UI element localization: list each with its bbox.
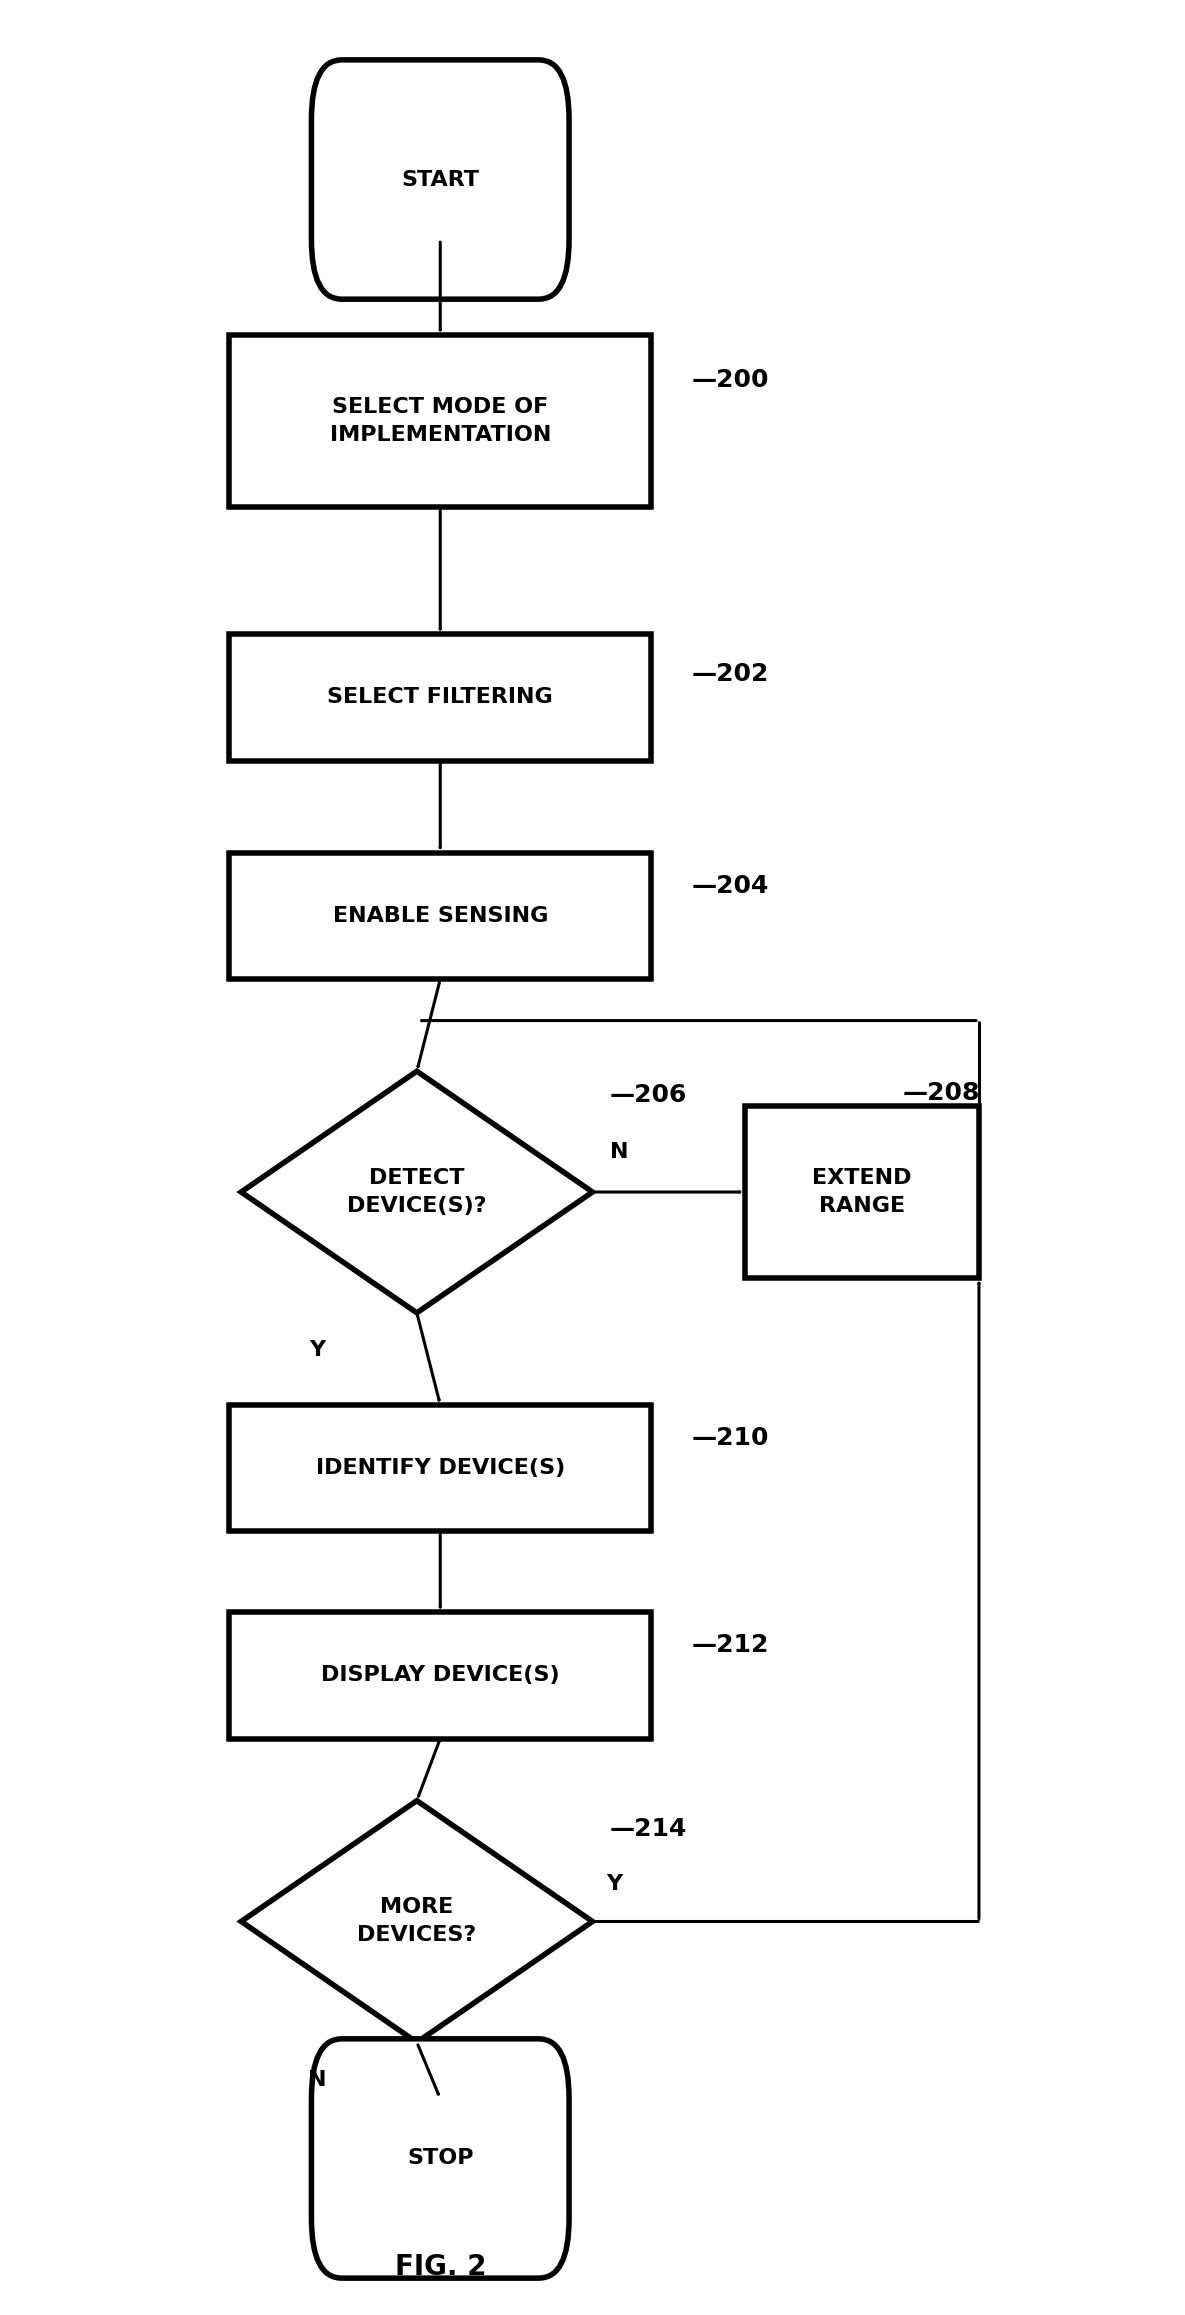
- Text: MORE
DEVICES?: MORE DEVICES?: [357, 1898, 476, 1945]
- Bar: [230, 336, 651, 507]
- Polygon shape: [242, 1072, 592, 1313]
- Text: —214: —214: [610, 1817, 687, 1840]
- FancyBboxPatch shape: [312, 2040, 569, 2278]
- Text: —208: —208: [903, 1081, 980, 1104]
- Text: DETECT
DEVICE(S)?: DETECT DEVICE(S)?: [347, 1169, 487, 1215]
- Text: N: N: [308, 2070, 327, 2090]
- Text: STOP: STOP: [406, 2148, 474, 2169]
- Text: SELECT FILTERING: SELECT FILTERING: [327, 688, 553, 708]
- Text: EXTEND
RANGE: EXTEND RANGE: [812, 1169, 911, 1215]
- Text: —212: —212: [692, 1634, 769, 1658]
- Text: —206: —206: [610, 1083, 687, 1107]
- Text: Y: Y: [607, 1873, 622, 1894]
- Text: START: START: [402, 169, 479, 190]
- Text: DISPLAY DEVICE(S): DISPLAY DEVICE(S): [321, 1664, 559, 1685]
- Text: N: N: [610, 1141, 628, 1162]
- Text: —200: —200: [692, 368, 769, 391]
- Polygon shape: [242, 1801, 592, 2042]
- Text: ENABLE SENSING: ENABLE SENSING: [333, 905, 547, 926]
- Text: —202: —202: [692, 662, 769, 685]
- Text: —210: —210: [692, 1426, 769, 1449]
- Text: —204: —204: [692, 875, 769, 898]
- Bar: [744, 1107, 979, 1278]
- Text: SELECT MODE OF
IMPLEMENTATION: SELECT MODE OF IMPLEMENTATION: [329, 398, 551, 444]
- Bar: [230, 1611, 651, 1739]
- Text: FIG. 2: FIG. 2: [395, 2252, 486, 2280]
- Bar: [230, 634, 651, 762]
- Text: Y: Y: [309, 1340, 326, 1361]
- Bar: [230, 852, 651, 979]
- Text: IDENTIFY DEVICE(S): IDENTIFY DEVICE(S): [315, 1458, 565, 1479]
- FancyBboxPatch shape: [312, 60, 569, 299]
- Bar: [230, 1405, 651, 1533]
